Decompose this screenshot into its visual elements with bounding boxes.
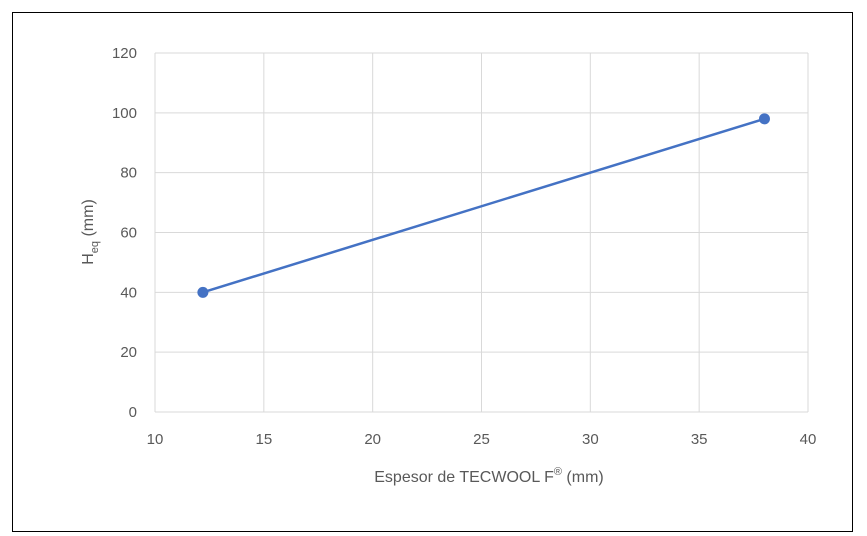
x-tick-label: 40 — [800, 431, 817, 448]
tick-labels: 0 20 40 60 80 100 120 10 15 20 25 30 35 40 — [112, 45, 816, 448]
x-axis-title: Espesor de TECWOOL F® (mm) — [374, 466, 603, 486]
y-axis-title: Heq (mm) — [80, 199, 101, 265]
x-tick-label: 20 — [364, 431, 381, 448]
x-tick-label: 10 — [147, 431, 164, 448]
x-tick-label: 25 — [473, 431, 490, 448]
series-layer — [197, 113, 770, 298]
x-tick-label: 15 — [255, 431, 272, 448]
x-tick-label: 35 — [691, 431, 708, 448]
y-tick-label: 80 — [120, 165, 137, 182]
y-tick-label: 120 — [112, 45, 137, 62]
series-line — [203, 119, 765, 293]
y-tick-label: 0 — [129, 404, 137, 421]
y-tick-label: 60 — [120, 225, 137, 242]
line-chart: 0 20 40 60 80 100 120 10 15 20 25 30 35 40 Espesor de… — [13, 13, 854, 533]
chart-frame: 0 20 40 60 80 100 120 10 15 20 25 30 35 40 Espesor de… — [12, 12, 853, 532]
y-tick-label: 40 — [120, 284, 137, 301]
y-tick-label: 100 — [112, 105, 137, 122]
gridlines — [155, 53, 808, 412]
data-point — [759, 113, 770, 124]
x-tick-label: 30 — [582, 431, 599, 448]
data-point — [197, 287, 208, 298]
y-tick-label: 20 — [120, 344, 137, 361]
